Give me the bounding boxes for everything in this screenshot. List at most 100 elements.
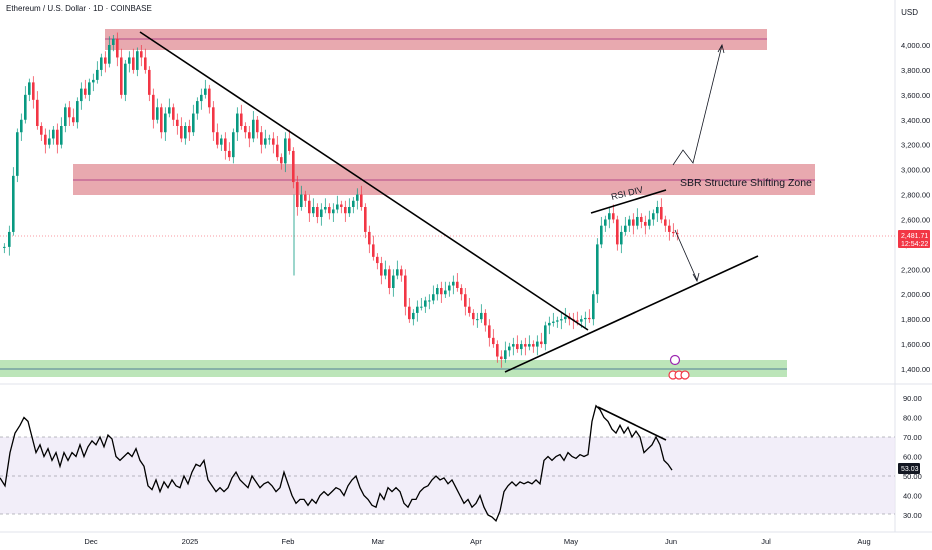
upper-resistance-zone[interactable] [105, 29, 767, 50]
candle-body [212, 107, 215, 133]
projection-target-arrowhead [717, 43, 725, 54]
candle-body [488, 325, 491, 338]
support-zone[interactable] [0, 360, 787, 377]
time-tick-label: Dec [84, 537, 98, 546]
price-tick-label: 4,000.00 [901, 41, 930, 50]
candle-body [268, 138, 271, 140]
candle-body [8, 231, 11, 247]
candle-body [80, 88, 83, 102]
candle-body [280, 157, 283, 164]
event-icons[interactable] [668, 354, 690, 380]
candle-body [68, 107, 71, 118]
candle-body [624, 225, 627, 232]
ascending-trendline[interactable] [504, 255, 759, 373]
candle-body [420, 306, 423, 308]
candle-body [552, 321, 555, 323]
price-axis[interactable]: 4,000.00 3,800.00 3,600.00 3,400.00 3,200.00… [901, 41, 930, 374]
candle-body [304, 194, 307, 201]
candle-body [608, 213, 611, 220]
sbr-zone[interactable] [73, 164, 815, 195]
candle-body [440, 288, 443, 295]
rsi-axis[interactable]: 90.00 80.00 70.00 60.00 50.00 40.00 30.00 [903, 394, 922, 520]
candle-body [504, 350, 507, 360]
price-tick-label: 2,600.00 [901, 215, 930, 224]
time-tick-label: Aug [857, 537, 870, 546]
candle-body [264, 138, 267, 145]
candle-body [296, 182, 299, 207]
candle-body [544, 325, 547, 345]
candle-body [356, 194, 359, 201]
rsi-line[interactable] [0, 404, 673, 523]
candle-body [76, 101, 79, 123]
candle-body [152, 94, 155, 120]
candle-body [244, 126, 247, 133]
candle-body [284, 138, 287, 164]
candle-body [256, 119, 259, 133]
candle-body [476, 319, 479, 321]
price-tick-label: 2,200.00 [901, 265, 930, 274]
time-axis[interactable]: Dec 2025 Feb Mar Apr May Jun Jul Aug [84, 537, 870, 546]
candle-body [560, 319, 563, 321]
candle-body [372, 244, 375, 257]
rsi-divergence-line[interactable] [597, 406, 667, 441]
descending-trendline[interactable] [139, 31, 589, 331]
candle-body [116, 38, 119, 58]
candle-body [52, 129, 55, 139]
projection-dip-arrowhead [692, 272, 700, 283]
candle-body [436, 288, 439, 295]
candle-body [332, 209, 335, 214]
candle-body [576, 320, 579, 322]
candle-body [196, 101, 199, 114]
candle-body [644, 221, 647, 226]
economic-event-icon[interactable] [680, 370, 690, 380]
candle-body [600, 225, 603, 245]
candle-body [168, 107, 171, 114]
candle-body [392, 275, 395, 288]
candle-body [44, 134, 47, 145]
candle-body [328, 207, 331, 214]
candle-body [480, 312, 483, 320]
candle-body [220, 138, 223, 145]
candle-body [368, 231, 371, 245]
candle-body [548, 322, 551, 326]
rsi-tick-label: 80.00 [903, 414, 922, 423]
candle-body [96, 69, 99, 80]
price-tick-label: 1,600.00 [901, 340, 930, 349]
candle-body [676, 233, 679, 235]
candle-body [324, 207, 327, 210]
candle-body [124, 63, 127, 95]
candle-body [412, 312, 415, 320]
candle-body [460, 288, 463, 295]
rsi-current-badge: 53.03 [898, 463, 920, 474]
candle-body [100, 57, 103, 70]
candle-body [240, 113, 243, 126]
candle-body [516, 344, 519, 350]
candle-body [556, 320, 559, 322]
candle-body [16, 132, 19, 176]
candle-body [208, 88, 211, 108]
candle-body [564, 316, 567, 320]
time-tick-label: Apr [470, 537, 482, 546]
candle-body [352, 200, 355, 207]
candle-body [360, 194, 363, 207]
candle-body [172, 107, 175, 120]
projection-target-path[interactable] [672, 44, 723, 166]
sbr-zone-label: SBR Structure Shifting Zone [680, 177, 812, 189]
candle-body [640, 216, 643, 222]
candle-body [36, 99, 39, 126]
time-tick-label: Mar [372, 537, 385, 546]
candle-body [20, 119, 23, 133]
projection-dip-path[interactable] [674, 229, 698, 281]
rsi-div-price-line[interactable] [590, 189, 667, 214]
candle-body [472, 312, 475, 320]
candle-body [160, 107, 163, 133]
candle-body [292, 150, 295, 183]
candle-body [3, 246, 6, 248]
candle-body [348, 207, 351, 214]
candle-body [656, 207, 659, 214]
candle-body [512, 344, 515, 347]
dividend-event-icon[interactable] [669, 354, 681, 366]
price-tick-label: 1,800.00 [901, 315, 930, 324]
candle-body [84, 88, 87, 95]
